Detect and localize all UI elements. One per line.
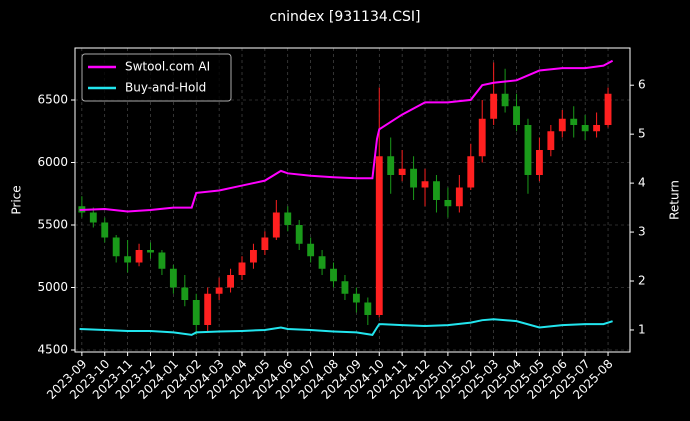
legend-label: Buy-and-Hold <box>125 81 206 95</box>
candle-body <box>112 237 120 257</box>
return-line <box>79 318 613 336</box>
candle-body <box>478 118 486 157</box>
y2-tick-label: 5 <box>638 127 646 141</box>
candle-body <box>467 156 475 188</box>
candle-body <box>124 256 132 263</box>
candle-body <box>433 181 440 200</box>
candle-body <box>238 262 246 275</box>
candle-body <box>227 275 234 288</box>
candle-body <box>593 125 601 132</box>
candle-body <box>192 300 200 325</box>
y-tick-label: 5500 <box>37 218 68 232</box>
y2-tick-label: 1 <box>638 322 646 336</box>
candle-body <box>158 252 166 269</box>
candle-body <box>398 168 406 175</box>
candle-body <box>455 187 463 207</box>
y-tick-label: 6000 <box>37 155 68 169</box>
candle-body <box>341 281 349 294</box>
candle-body <box>490 93 498 119</box>
candle-body <box>604 93 612 125</box>
candle-body <box>513 106 520 125</box>
y2-tick-label: 2 <box>638 274 646 288</box>
candle-body <box>570 118 578 125</box>
candle-body <box>352 293 360 303</box>
candle-body <box>387 156 395 175</box>
candle-body <box>444 200 452 207</box>
candle-body <box>272 212 280 238</box>
candle-body <box>410 168 418 188</box>
y2-tick-label: 4 <box>638 176 646 190</box>
candle-body <box>364 302 372 315</box>
y2-tick-label: 3 <box>638 225 646 239</box>
candle-body <box>375 156 383 315</box>
candle-body <box>169 268 177 288</box>
legend-label: Swtool.com AI <box>125 60 210 74</box>
y2-axis-label: Return <box>668 180 682 220</box>
y-axis-label: Price <box>10 185 24 214</box>
candle-body <box>215 287 223 294</box>
y-tick-label: 4500 <box>37 343 68 357</box>
candle-body <box>535 150 543 175</box>
candle-body <box>307 243 315 257</box>
chart-title: cnindex [931134.CSI] <box>270 9 421 25</box>
candle-body <box>147 250 154 253</box>
candle-body <box>501 93 509 107</box>
candle-body <box>318 256 326 269</box>
candle-body <box>295 225 303 244</box>
candle-body <box>547 131 555 150</box>
candle-body <box>261 237 269 250</box>
legend: Swtool.com AI Buy-and-Hold <box>81 53 232 102</box>
candle-body <box>284 212 292 225</box>
y-tick-label: 5000 <box>37 280 68 294</box>
candle-body <box>89 212 97 223</box>
candle-body <box>558 118 566 132</box>
return-line <box>79 59 614 213</box>
candle-body <box>524 125 532 175</box>
candle-body <box>421 181 429 188</box>
candle-body <box>250 250 257 263</box>
candle-body <box>181 287 189 300</box>
candle-body <box>581 125 589 132</box>
plot-frame <box>74 47 631 353</box>
legend-box <box>81 53 232 102</box>
candle-body <box>330 268 337 282</box>
candle-body <box>101 222 109 238</box>
candle-body <box>135 250 143 263</box>
y-tick-label: 6500 <box>37 93 68 107</box>
candle-body <box>204 293 212 325</box>
y2-tick-label: 6 <box>638 78 646 92</box>
